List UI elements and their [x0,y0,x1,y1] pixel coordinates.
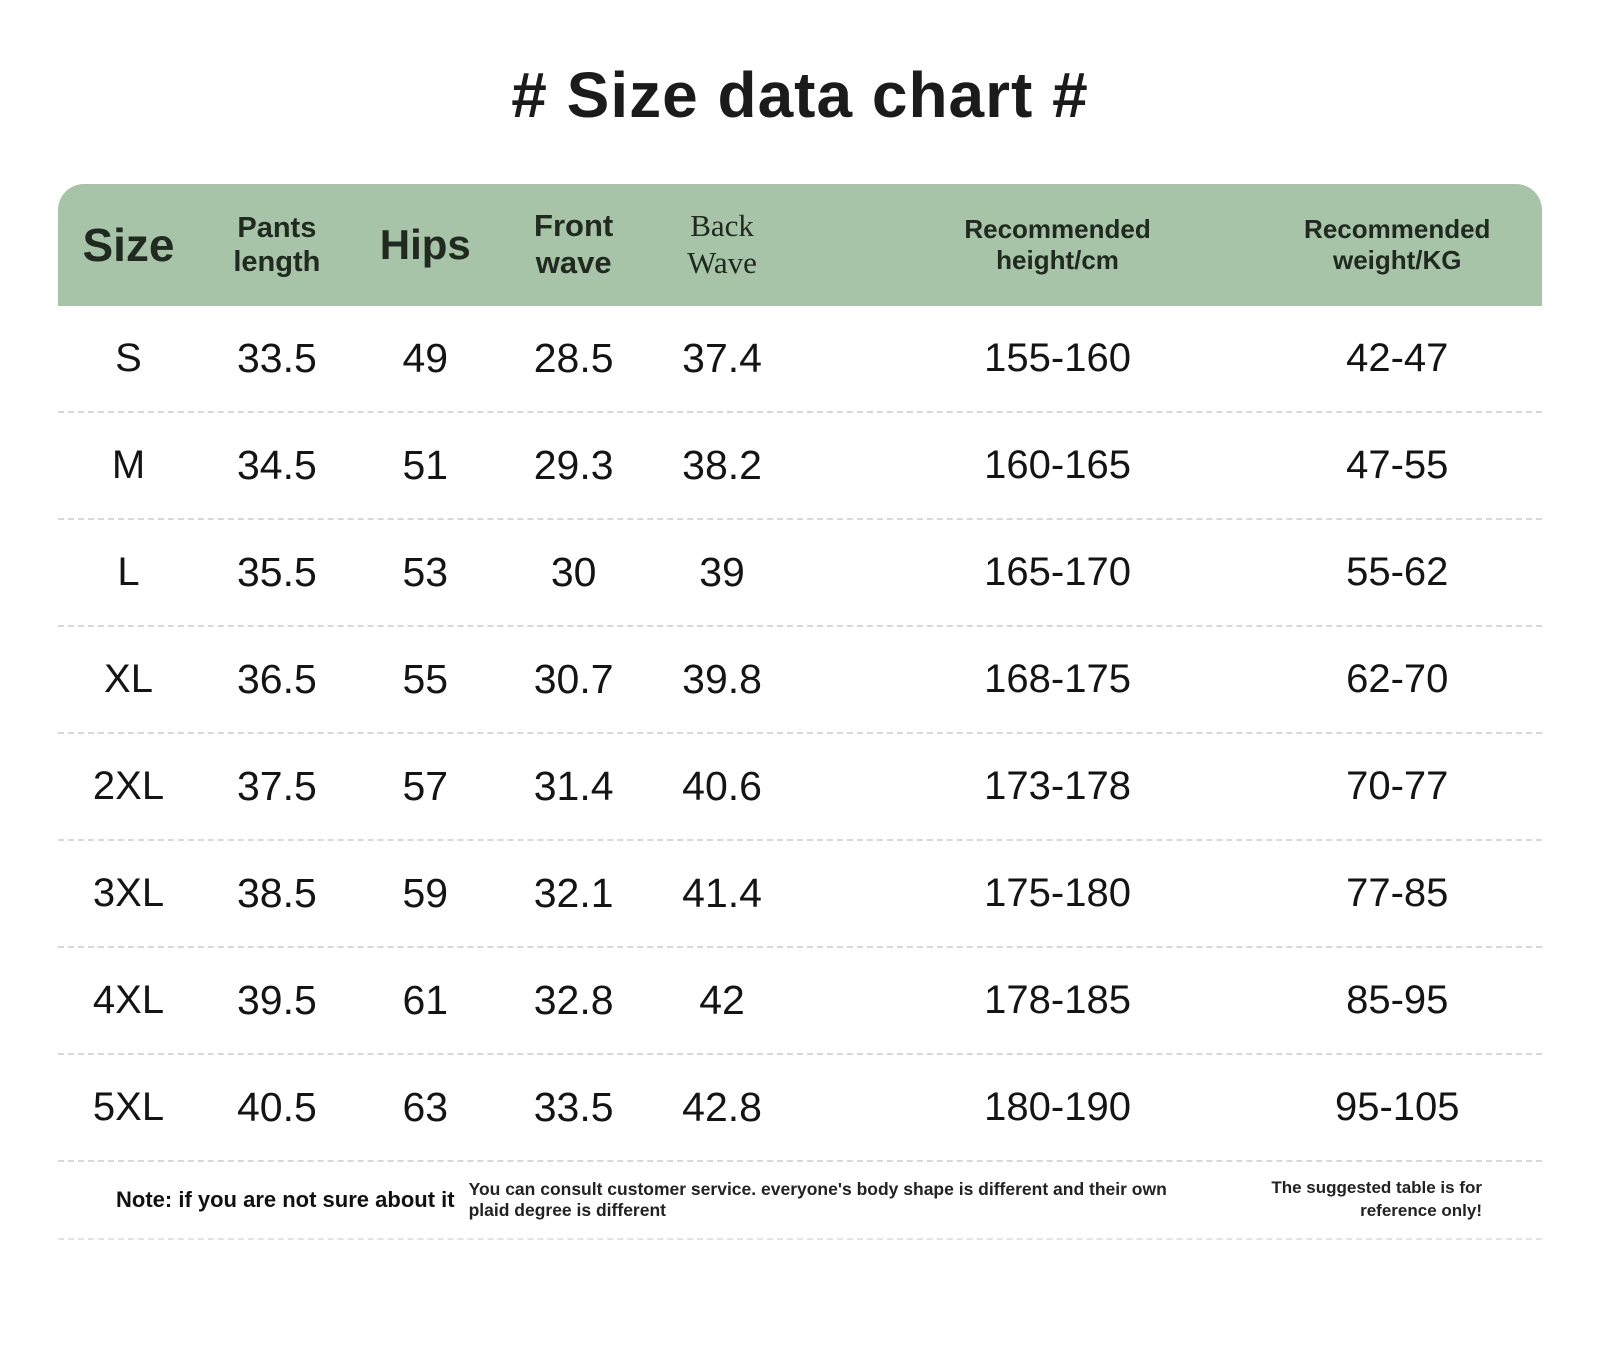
value-cell: 155-160 [984,336,1131,380]
value-cell: 33.5 [533,1084,614,1130]
column-header-front_wave: Front wave [534,208,614,280]
table-row: L 35.5 53 30 39 165-170 55-62 [58,520,1542,627]
note-reference: The suggested table is for reference onl… [1271,1178,1482,1220]
table-row: 4XL 39.5 61 32.8 42 178-185 85-95 [58,948,1542,1055]
value-cell: 40.6 [682,763,762,809]
table-row: 3XL 38.5 59 32.1 41.4 175-180 77-85 [58,841,1542,948]
value-cell: 39.8 [682,656,762,702]
value-cell: 85-95 [1346,978,1449,1022]
value-cell: 61 [402,977,449,1023]
table-row: XL 36.5 55 30.7 39.8 168-175 62-70 [58,627,1542,734]
value-cell: 51 [402,442,449,488]
value-cell: 42.8 [682,1084,762,1130]
value-cell: 30.7 [533,656,614,702]
value-cell: 47-55 [1346,443,1449,487]
value-cell: 173-178 [984,764,1131,808]
size-cell: 3XL [92,871,165,915]
value-cell: 37.5 [236,763,317,809]
value-cell: 95-105 [1334,1085,1460,1129]
value-cell: 62-70 [1346,657,1449,701]
size-cell: M [111,443,146,487]
size-cell: L [117,550,140,594]
value-cell: 34.5 [236,442,317,488]
value-cell: 31.4 [533,763,614,809]
value-cell: 38.2 [682,442,762,488]
value-cell: 55 [402,656,449,702]
value-cell: 77-85 [1346,871,1449,915]
size-cell: S [115,336,142,380]
size-cell: 2XL [92,764,165,808]
value-cell: 178-185 [984,978,1131,1022]
value-cell: 180-190 [984,1085,1131,1129]
value-cell: 33.5 [236,335,317,381]
size-cell: 4XL [92,978,165,1022]
value-cell: 59 [402,870,449,916]
table-row: M 34.5 51 29.3 38.2 160-165 47-55 [58,413,1542,520]
value-cell: 30 [550,549,597,595]
value-cell: 39 [699,549,745,595]
value-cell: 57 [402,763,449,809]
column-header-back_wave: Back Wave [687,208,757,280]
value-cell: 49 [402,335,449,381]
value-cell: 29.3 [533,442,614,488]
value-cell: 42 [699,977,745,1023]
note-text: You can consult customer service. everyo… [468,1179,1167,1220]
value-cell: 38.5 [236,870,317,916]
value-cell: 53 [402,549,449,595]
value-cell: 32.1 [533,870,614,916]
table-row: 2XL 37.5 57 31.4 40.6 173-178 70-77 [58,734,1542,841]
value-cell: 70-77 [1346,764,1449,808]
value-cell: 165-170 [984,550,1131,594]
size-cell: 5XL [92,1085,165,1129]
value-cell: 175-180 [984,871,1131,915]
value-cell: 32.8 [533,977,614,1023]
value-cell: 39.5 [236,977,317,1023]
column-header-recommended_height_cm: Recommended height/cm [964,214,1151,275]
table-row: 5XL 40.5 63 33.5 42.8 180-190 95-105 [58,1055,1542,1162]
table-body: S 33.5 49 28.5 37.4 155-160 42-47 M 34.5 51 29.3 38… [58,306,1542,1162]
value-cell: 35.5 [236,549,317,595]
value-cell: 160-165 [984,443,1131,487]
value-cell: 36.5 [236,656,317,702]
size-cell: XL [104,657,153,701]
table-header-row: Size Pants length Hips Front wave Back Wave Reco… [58,184,1542,306]
column-header-pants_length: Pants length [233,211,321,278]
column-header-size: Size [82,218,175,271]
value-cell: 41.4 [682,870,762,916]
size-table: Size Pants length Hips Front wave Back Wave Reco… [58,184,1542,1240]
page-title: # Size data chart # [511,59,1089,131]
value-cell: 63 [402,1084,449,1130]
note-label: Note: if you are not sure about it [116,1187,455,1212]
table-row: S 33.5 49 28.5 37.4 155-160 42-47 [58,306,1542,413]
column-header-hips: Hips [379,221,471,269]
column-header-recommended_weight_kg: Recommended weight/KG [1304,214,1491,275]
value-cell: 37.4 [682,335,762,381]
value-cell: 40.5 [236,1084,317,1130]
value-cell: 42-47 [1346,336,1449,380]
value-cell: 28.5 [533,335,614,381]
value-cell: 55-62 [1346,550,1449,594]
note-row: Note: if you are not sure about it You c… [58,1162,1542,1240]
value-cell: 168-175 [984,657,1131,701]
